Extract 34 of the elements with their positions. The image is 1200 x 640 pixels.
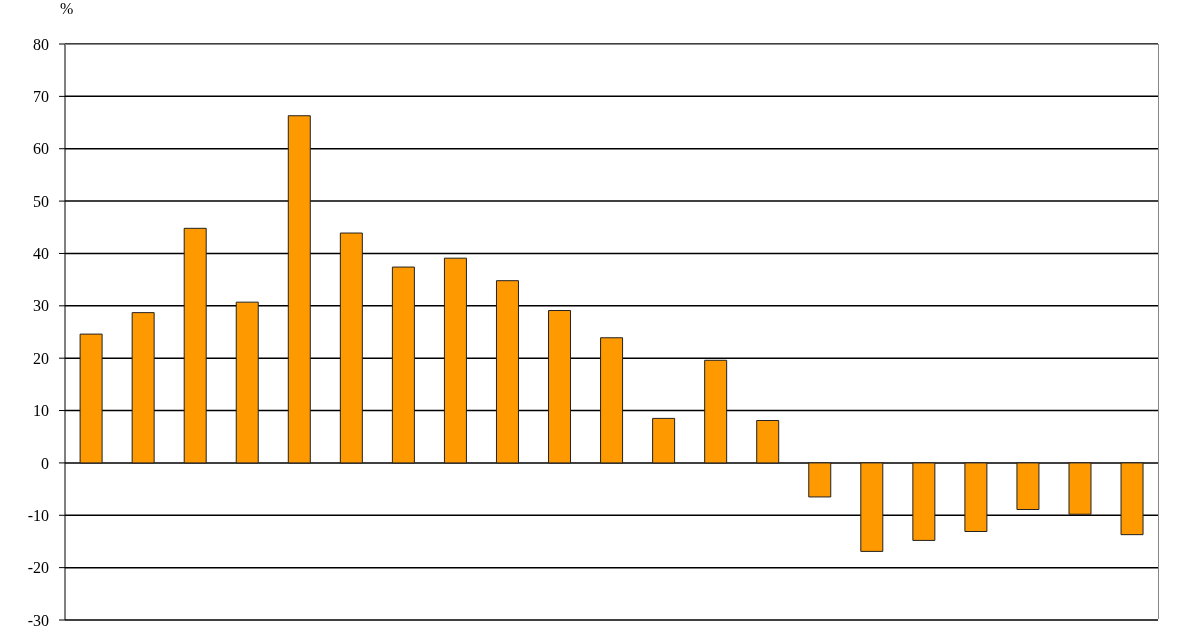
bar (1068, 462, 1092, 515)
bar (495, 280, 519, 464)
bar (339, 232, 363, 464)
bar (287, 115, 311, 464)
bar (704, 359, 728, 464)
y-tick-label: -10 (27, 506, 49, 524)
y-tick-label: 60 (33, 140, 49, 158)
y-tick-label: -30 (27, 611, 49, 629)
bar (860, 462, 884, 552)
bar (808, 462, 832, 498)
bar (548, 310, 572, 464)
bar (652, 417, 676, 464)
bar (391, 266, 415, 464)
y-tick-label: 0 (41, 454, 49, 472)
bar (79, 333, 103, 464)
bar (1120, 462, 1144, 536)
bar (235, 301, 259, 464)
y-tick-label: 40 (33, 245, 49, 263)
bar (756, 419, 780, 464)
y-tick-label: 20 (33, 349, 49, 367)
bar (1016, 462, 1040, 511)
y-tick-label: 30 (33, 297, 49, 315)
bar (600, 337, 624, 464)
y-tick-label: -20 (27, 559, 49, 577)
bar (964, 462, 988, 533)
y-axis-title: % (60, 0, 74, 18)
bar (912, 462, 936, 541)
bar (443, 257, 467, 464)
y-tick-label: 80 (33, 35, 49, 53)
y-tick-label: 70 (33, 88, 49, 106)
bar (183, 227, 207, 464)
y-tick-label: 50 (33, 192, 49, 210)
bar (131, 312, 155, 464)
y-tick-label: 10 (33, 402, 49, 420)
